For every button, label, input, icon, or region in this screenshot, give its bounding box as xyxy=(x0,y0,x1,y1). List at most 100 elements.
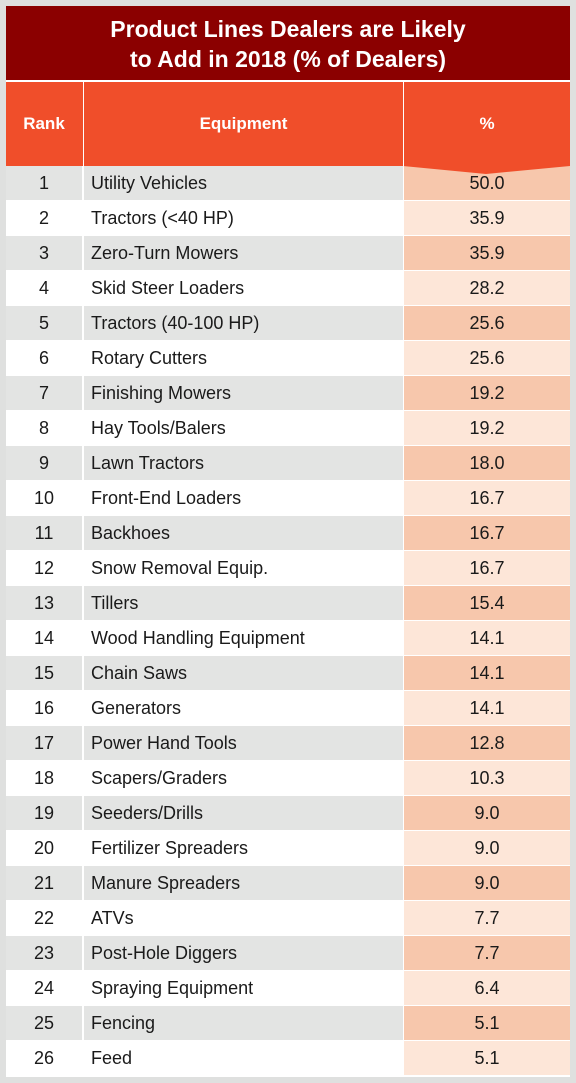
percent-cell: 16.7 xyxy=(404,516,570,550)
percent-cell: 9.0 xyxy=(404,866,570,900)
percent-cell: 14.1 xyxy=(404,621,570,655)
rank-cell: 12 xyxy=(6,551,82,585)
table-row: 2 Tractors (<40 HP) 35.9 xyxy=(6,201,570,236)
rank-cell: 2 xyxy=(6,201,82,235)
percent-cell: 28.2 xyxy=(404,271,570,305)
equipment-cell: Snow Removal Equip. xyxy=(84,551,403,585)
equipment-cell: Post-Hole Diggers xyxy=(84,936,403,970)
rank-cell: 3 xyxy=(6,236,82,270)
table-row: 4 Skid Steer Loaders 28.2 xyxy=(6,271,570,306)
equipment-cell: Backhoes xyxy=(84,516,403,550)
percent-cell: 18.0 xyxy=(404,446,570,480)
rank-cell: 19 xyxy=(6,796,82,830)
rank-cell: 22 xyxy=(6,901,82,935)
rank-cell: 17 xyxy=(6,726,82,760)
header-equipment: Equipment xyxy=(199,114,288,133)
table-row: 19 Seeders/Drills 9.0 xyxy=(6,796,570,831)
rank-cell: 9 xyxy=(6,446,82,480)
table-row: 16 Generators 14.1 xyxy=(6,691,570,726)
percent-cell: 19.2 xyxy=(404,376,570,410)
rank-cell: 1 xyxy=(6,166,82,200)
table-row: 9 Lawn Tractors 18.0 xyxy=(6,446,570,481)
equipment-cell: Skid Steer Loaders xyxy=(84,271,403,305)
percent-cell: 16.7 xyxy=(404,551,570,585)
percent-cell: 25.6 xyxy=(404,341,570,375)
table-row: 14 Wood Handling Equipment 14.1 xyxy=(6,621,570,656)
equipment-cell: Power Hand Tools xyxy=(84,726,403,760)
percent-cell: 7.7 xyxy=(404,936,570,970)
rank-cell: 20 xyxy=(6,831,82,865)
table-row: 17 Power Hand Tools 12.8 xyxy=(6,726,570,761)
rank-cell: 25 xyxy=(6,1006,82,1040)
header-divider xyxy=(403,82,404,166)
rank-cell: 16 xyxy=(6,691,82,725)
percent-cell: 14.1 xyxy=(404,656,570,690)
table-row: 8 Hay Tools/Balers 19.2 xyxy=(6,411,570,446)
rank-cell: 10 xyxy=(6,481,82,515)
equipment-cell: Zero-Turn Mowers xyxy=(84,236,403,270)
table-row: 15 Chain Saws 14.1 xyxy=(6,656,570,691)
equipment-cell: Fertilizer Spreaders xyxy=(84,831,403,865)
header-divider xyxy=(83,82,84,166)
rank-cell: 21 xyxy=(6,866,82,900)
header-percent: % xyxy=(479,114,495,133)
percent-cell: 19.2 xyxy=(404,411,570,445)
percent-cell: 7.7 xyxy=(404,901,570,935)
table-row: 22 ATVs 7.7 xyxy=(6,901,570,936)
rank-cell: 11 xyxy=(6,516,82,550)
equipment-cell: Lawn Tractors xyxy=(84,446,403,480)
rank-cell: 4 xyxy=(6,271,82,305)
rank-cell: 8 xyxy=(6,411,82,445)
percent-cell: 9.0 xyxy=(404,831,570,865)
header-notch xyxy=(403,166,570,174)
title-line-1: Product Lines Dealers are Likely xyxy=(110,16,466,42)
percent-cell: 5.1 xyxy=(404,1041,570,1075)
rank-cell: 14 xyxy=(6,621,82,655)
equipment-cell: Scapers/Graders xyxy=(84,761,403,795)
equipment-cell: Manure Spreaders xyxy=(84,866,403,900)
rank-cell: 15 xyxy=(6,656,82,690)
percent-cell: 14.1 xyxy=(404,691,570,725)
table-row: 18 Scapers/Graders 10.3 xyxy=(6,761,570,796)
table-row: 6 Rotary Cutters 25.6 xyxy=(6,341,570,376)
rank-cell: 6 xyxy=(6,341,82,375)
equipment-cell: ATVs xyxy=(84,901,403,935)
equipment-cell: Hay Tools/Balers xyxy=(84,411,403,445)
equipment-cell: Spraying Equipment xyxy=(84,971,403,1005)
table-row: 11 Backhoes 16.7 xyxy=(6,516,570,551)
percent-cell: 5.1 xyxy=(404,1006,570,1040)
table-title: Product Lines Dealers are Likely to Add … xyxy=(6,6,570,80)
header-rank: Rank xyxy=(23,114,65,133)
table-row: 26 Feed 5.1 xyxy=(6,1041,570,1076)
percent-cell: 9.0 xyxy=(404,796,570,830)
rank-cell: 7 xyxy=(6,376,82,410)
percent-cell: 16.7 xyxy=(404,481,570,515)
percent-cell: 6.4 xyxy=(404,971,570,1005)
table-row: 25 Fencing 5.1 xyxy=(6,1006,570,1041)
rank-cell: 26 xyxy=(6,1041,82,1075)
equipment-cell: Generators xyxy=(84,691,403,725)
table-row: 21 Manure Spreaders 9.0 xyxy=(6,866,570,901)
equipment-cell: Chain Saws xyxy=(84,656,403,690)
equipment-cell: Tillers xyxy=(84,586,403,620)
table-frame: Product Lines Dealers are Likely to Add … xyxy=(6,6,570,1077)
title-line-2: to Add in 2018 (% of Dealers) xyxy=(129,46,447,72)
equipment-cell: Fencing xyxy=(84,1006,403,1040)
table-row: 3 Zero-Turn Mowers 35.9 xyxy=(6,236,570,271)
percent-cell: 10.3 xyxy=(404,761,570,795)
percent-cell: 12.8 xyxy=(404,726,570,760)
table-row: 23 Post-Hole Diggers 7.7 xyxy=(6,936,570,971)
table-row: 24 Spraying Equipment 6.4 xyxy=(6,971,570,1006)
equipment-cell: Front-End Loaders xyxy=(84,481,403,515)
rank-cell: 24 xyxy=(6,971,82,1005)
percent-cell: 25.6 xyxy=(404,306,570,340)
table-header: Rank Equipment % xyxy=(6,82,570,166)
equipment-cell: Finishing Mowers xyxy=(84,376,403,410)
equipment-cell: Wood Handling Equipment xyxy=(84,621,403,655)
rank-cell: 23 xyxy=(6,936,82,970)
equipment-cell: Seeders/Drills xyxy=(84,796,403,830)
table-body: 1 Utility Vehicles 50.0 2 Tractors (<40 HP) 3… xyxy=(6,166,570,1076)
equipment-cell: Tractors (<40 HP) xyxy=(84,201,403,235)
percent-cell: 15.4 xyxy=(404,586,570,620)
table-row: 20 Fertilizer Spreaders 9.0 xyxy=(6,831,570,866)
